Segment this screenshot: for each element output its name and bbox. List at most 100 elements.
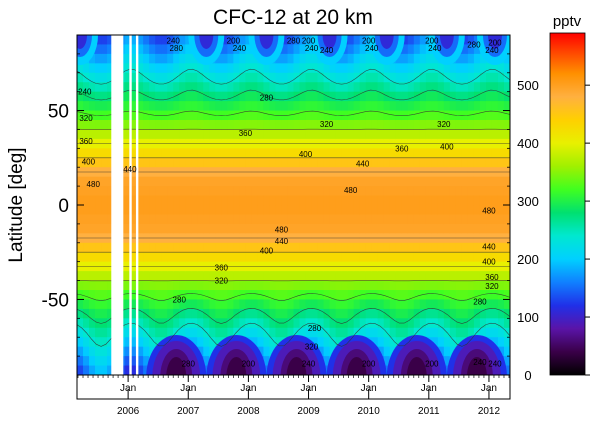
heat-cell <box>209 110 216 121</box>
heat-cell <box>263 365 271 375</box>
heat-cell <box>503 82 510 93</box>
heat-cell <box>389 214 397 225</box>
heat-cell <box>323 290 331 301</box>
heat-cell <box>497 91 505 102</box>
south-polar-blob <box>226 357 247 375</box>
heat-cell <box>263 63 271 74</box>
heat-cell <box>401 223 409 234</box>
heat-cell <box>317 252 325 263</box>
heat-cell <box>461 44 469 55</box>
heat-cell <box>245 223 252 234</box>
heat-cell <box>161 290 168 301</box>
heat-cell <box>419 242 427 253</box>
heat-cell <box>413 214 421 225</box>
heat-cell <box>107 53 114 64</box>
heat-cell <box>359 53 367 64</box>
heat-cell <box>203 138 210 149</box>
heat-cell <box>143 299 150 310</box>
heat-cell <box>107 176 114 187</box>
heat-cell <box>395 138 403 149</box>
heat-cell <box>305 299 313 310</box>
heat-cell <box>365 205 373 216</box>
heat-cell <box>173 176 180 187</box>
heat-cell <box>149 157 156 168</box>
contour-label: 240 <box>428 44 442 53</box>
heat-cell <box>173 186 180 197</box>
heat-cell <box>179 129 186 140</box>
heat-cell <box>407 91 415 102</box>
heat-cell <box>83 176 90 187</box>
heat-cell <box>407 205 415 216</box>
heat-cell <box>107 356 114 367</box>
heat-cell <box>143 44 150 55</box>
heat-cell <box>227 44 234 55</box>
heat-cell <box>167 44 174 55</box>
heat-cell <box>395 72 403 83</box>
heat-cell <box>383 337 391 348</box>
heat-cell <box>503 365 510 375</box>
heat-cell <box>95 72 102 83</box>
contour-label: 200 <box>302 37 316 46</box>
heat-cell <box>95 82 102 93</box>
heat-cell <box>401 252 409 263</box>
heat-cell <box>173 138 180 149</box>
heat-cell <box>377 223 385 234</box>
heat-cell <box>419 205 427 216</box>
heat-cell <box>89 186 96 197</box>
heat-cell <box>275 290 283 301</box>
heat-cell <box>239 214 246 225</box>
heat-cell <box>353 138 361 149</box>
heat-cell <box>209 101 216 112</box>
heat-cell <box>323 299 331 310</box>
heat-cell <box>425 82 433 93</box>
heat-cell <box>251 110 259 121</box>
heat-cell <box>89 176 96 187</box>
heat-cell <box>149 72 156 83</box>
heat-cell <box>389 308 397 319</box>
heat-cell <box>353 242 361 253</box>
heat-cell <box>251 186 259 197</box>
heat-cell <box>131 205 138 216</box>
contour-label: 240 <box>233 44 247 53</box>
heat-cell <box>269 63 277 74</box>
heat-cell <box>269 205 277 216</box>
heat-cell <box>497 346 505 357</box>
heat-cell <box>185 223 192 234</box>
heat-cell <box>353 271 361 282</box>
heat-cell <box>329 318 337 329</box>
heat-cell <box>77 72 84 83</box>
heat-cell <box>353 91 361 102</box>
heat-cell <box>323 82 331 93</box>
contour-line <box>77 110 510 117</box>
heat-cell <box>425 280 433 291</box>
heat-cell <box>125 53 132 64</box>
heat-cell <box>407 299 415 310</box>
heat-cell <box>335 242 343 253</box>
heat-cell <box>485 91 493 102</box>
heat-cell <box>281 186 289 197</box>
heat-cell <box>365 214 373 225</box>
heat-cell <box>419 308 427 319</box>
heat-cell <box>443 195 451 206</box>
heat-cell <box>419 110 427 121</box>
heat-cell <box>353 214 361 225</box>
heat-cell <box>131 82 138 93</box>
heat-cell <box>317 271 325 282</box>
heat-cell <box>437 176 445 187</box>
heat-cell <box>485 101 493 112</box>
heat-cell <box>479 53 487 64</box>
heat-cell <box>449 290 457 301</box>
heat-cell <box>161 318 168 329</box>
heat-cell <box>197 280 204 291</box>
heat-cell <box>437 120 445 131</box>
heat-cell <box>371 271 379 282</box>
heat-cell <box>341 223 349 234</box>
heat-cell <box>467 120 475 131</box>
heat-cell <box>83 290 90 301</box>
contour-label: 320 <box>320 120 334 129</box>
heat-cell <box>467 44 475 55</box>
heat-cell <box>191 157 198 168</box>
heat-cell <box>371 242 379 253</box>
heat-cell <box>329 308 337 319</box>
heat-cell <box>143 365 150 375</box>
